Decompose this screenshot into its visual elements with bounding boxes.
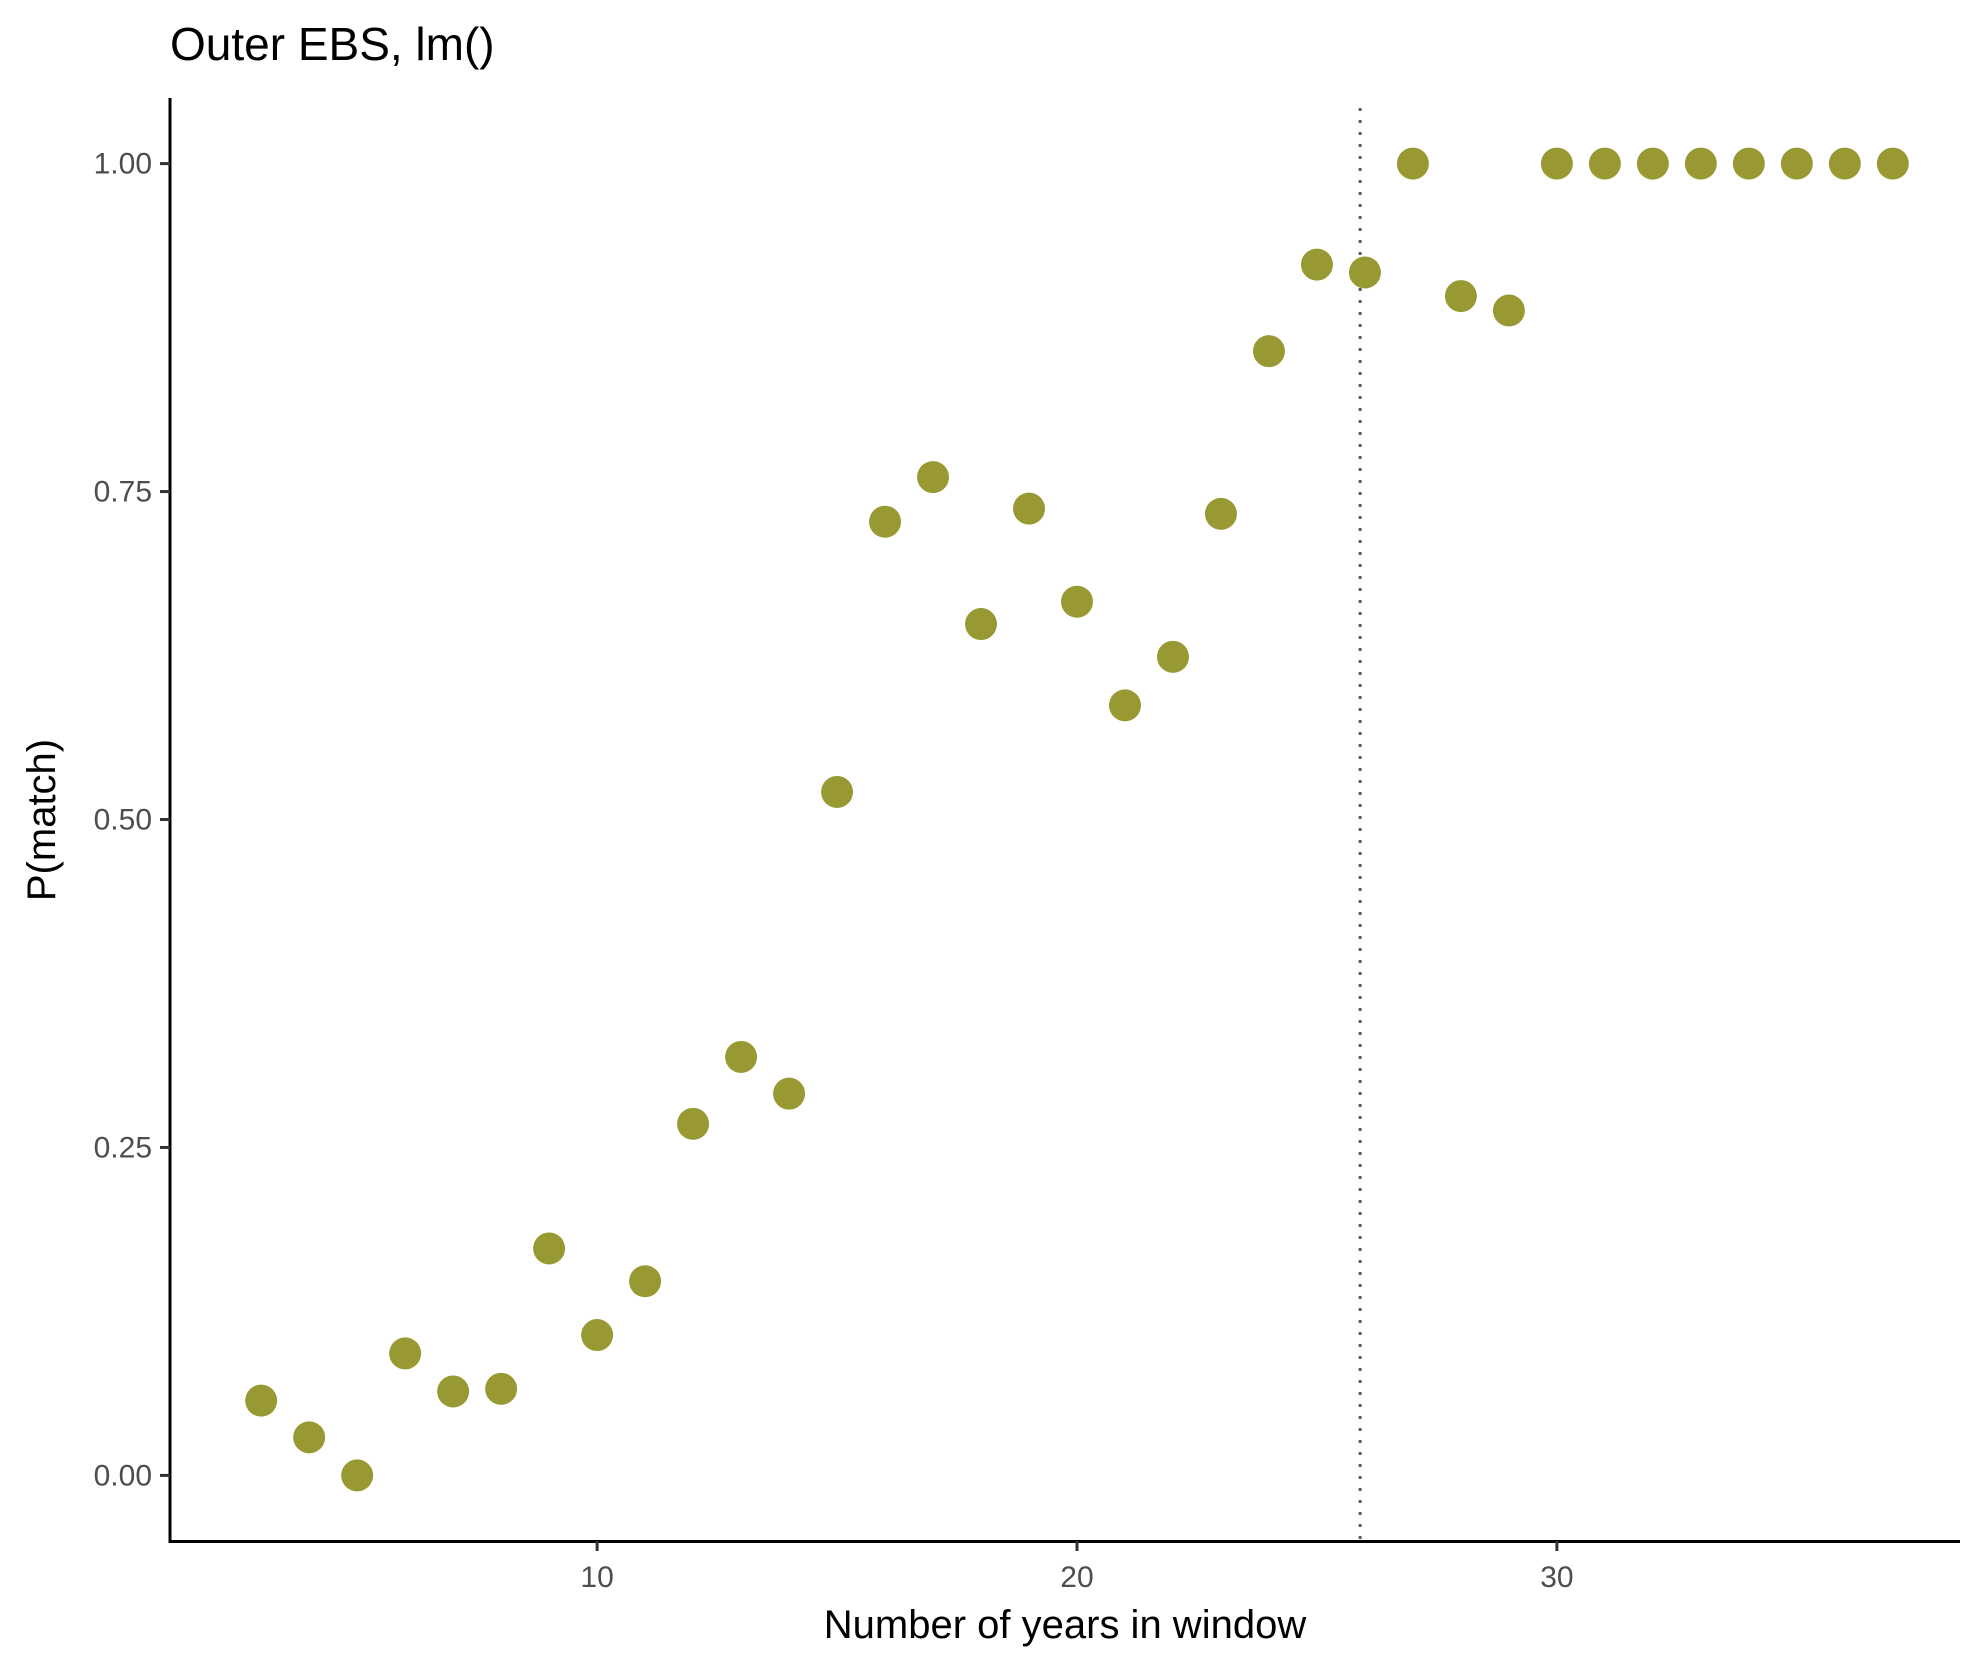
data-point bbox=[1588, 147, 1621, 180]
data-point bbox=[1060, 585, 1093, 618]
data-point bbox=[1444, 280, 1477, 313]
data-point bbox=[293, 1421, 326, 1454]
data-point bbox=[1396, 147, 1429, 180]
data-point bbox=[1684, 147, 1717, 180]
y-axis-title: P(match) bbox=[20, 739, 64, 901]
y-tick-label: 1.00 bbox=[94, 148, 152, 181]
y-tick-label: 0.75 bbox=[94, 476, 152, 509]
data-point bbox=[485, 1372, 518, 1405]
data-point bbox=[389, 1337, 422, 1370]
data-point bbox=[1732, 147, 1765, 180]
x-axis-title: Number of years in window bbox=[824, 1603, 1307, 1647]
data-point bbox=[437, 1375, 470, 1408]
data-point bbox=[917, 461, 950, 494]
data-point bbox=[1780, 147, 1813, 180]
data-point bbox=[1108, 689, 1141, 722]
data-point bbox=[1540, 147, 1573, 180]
data-point bbox=[1300, 248, 1333, 281]
data-point bbox=[629, 1265, 662, 1298]
data-point bbox=[725, 1040, 758, 1073]
data-point bbox=[1876, 147, 1909, 180]
data-point bbox=[1204, 497, 1237, 530]
data-point bbox=[821, 775, 854, 808]
data-point bbox=[1156, 640, 1189, 673]
x-tick-label: 30 bbox=[1540, 1561, 1573, 1594]
data-point bbox=[965, 608, 998, 641]
chart-title: Outer EBS, lm() bbox=[170, 18, 495, 70]
x-axis-ticks: 10 20 30 bbox=[580, 1541, 1574, 1594]
data-point bbox=[1492, 294, 1525, 327]
data-point bbox=[341, 1459, 374, 1492]
data-point bbox=[1348, 256, 1381, 289]
x-tick-label: 10 bbox=[580, 1561, 613, 1594]
y-tick-label: 0.25 bbox=[94, 1131, 152, 1164]
data-point bbox=[533, 1232, 566, 1265]
data-point bbox=[1636, 147, 1669, 180]
data-point bbox=[677, 1107, 710, 1140]
data-point bbox=[1252, 335, 1285, 368]
data-point bbox=[1828, 147, 1861, 180]
data-point bbox=[581, 1319, 614, 1352]
y-axis-ticks: 0.00 0.25 0.50 0.75 1.00 bbox=[94, 148, 170, 1492]
data-point bbox=[869, 505, 902, 538]
x-tick-label: 20 bbox=[1060, 1561, 1093, 1594]
data-point bbox=[1013, 492, 1046, 525]
data-point bbox=[773, 1077, 806, 1110]
y-tick-label: 0.00 bbox=[94, 1459, 152, 1492]
data-points-layer bbox=[245, 147, 1909, 1492]
y-tick-label: 0.50 bbox=[94, 804, 152, 837]
data-point bbox=[245, 1384, 278, 1417]
